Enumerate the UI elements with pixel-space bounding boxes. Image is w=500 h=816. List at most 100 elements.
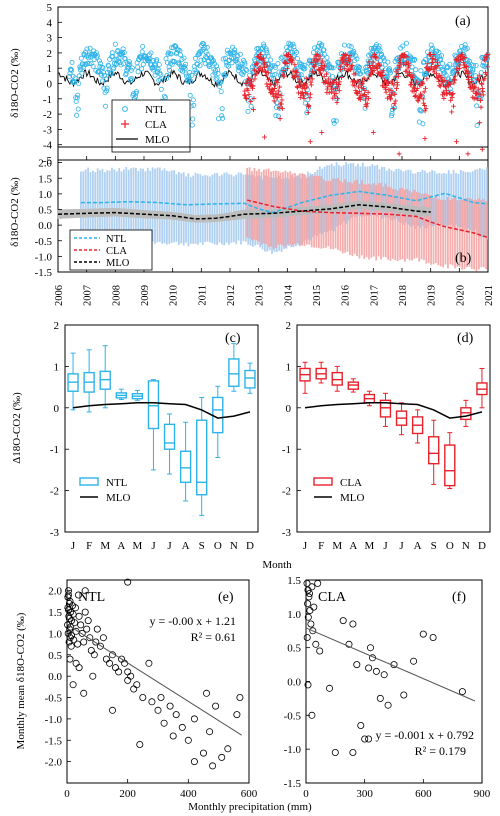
panel-c-ylabel: Δ18O-CO2 (‰) [11,392,23,464]
panel-d-label: (d) [457,331,474,346]
a-ntl-point [274,100,280,106]
a-ntl-point [74,112,80,118]
b-ytick-label: -0.5 [35,236,53,248]
a-cla-point [395,82,400,88]
a-cla-point [273,82,278,88]
a-ntl-point [163,76,169,82]
a-cla-point [268,90,273,96]
c-xtick-label: M [132,540,142,552]
e-point [199,749,207,757]
a-ntl-point [187,92,193,98]
legend-ntl-marker [122,106,128,112]
a-ntl-point [229,60,235,66]
b-ytick-label: 1.0 [38,189,52,201]
c-ytick-label: 0 [54,403,60,415]
a-cla-point [388,96,394,102]
d-xtick-label: F [318,540,324,552]
a-cla-point [299,85,305,91]
c-ytick-label: -3 [50,527,60,539]
a-ntl-point [381,55,387,61]
a-cla-point [255,68,261,74]
b-ytick-label: 2.0 [38,158,52,170]
e-point [69,610,77,618]
a-ntl-point [321,51,327,57]
a-cla-point [253,61,259,67]
e-point [83,625,91,633]
a-cla-point [474,90,480,96]
c-box [228,358,240,387]
a-cla-point [455,70,461,76]
e-ytick-label: 0.0 [48,671,62,683]
a-cla-point [272,86,278,91]
e-point [67,623,75,631]
a-ntl-point [190,116,196,122]
a-cla-point [304,84,310,90]
a-cla-outlier [370,130,376,135]
b-xtick-label: 2015 [312,285,323,306]
c-ytick-label: -2 [50,486,59,498]
f-point [410,657,418,665]
a-cla-point [449,109,455,115]
a-cla-point [321,74,327,79]
f-xtick-label: 900 [474,788,491,800]
legend-ntl-label: NTL [145,104,167,116]
a-cla-point [380,68,386,74]
a-ntl-point [337,71,343,77]
b-xtick-label: 2021 [484,285,495,306]
a-ntl-point [261,54,267,60]
a-cla-point [361,75,367,81]
a-ntl-point [333,118,339,124]
f-point [307,620,315,628]
a-ntl-point [422,57,428,63]
a-ntl-point [96,58,102,64]
a-ntl-point [192,55,198,61]
e-point [124,578,132,586]
f-xtick-label: 600 [415,788,432,800]
a-ntl-point [429,46,435,52]
panel-f-equation: y = -0.001 x + 0.792 [375,728,474,742]
a-cla-point [324,86,330,92]
a-ntl-point [241,59,247,65]
a-cla-point [363,103,369,109]
a-cla-point [444,91,450,97]
a-cla-point [405,65,411,71]
d-ytick-label: 2 [286,320,292,332]
a-cla-point [252,76,258,82]
a-cla-point [452,73,458,79]
e-point [81,608,89,616]
a-ytick-label: -3 [43,124,53,136]
d-ytick-label: -2 [282,486,291,498]
a-cla-point [429,56,435,61]
a-ntl-point [257,48,263,54]
d-box [331,371,343,386]
a-cla-point [468,75,474,80]
a-cla-point [436,79,442,84]
a-ntl-point [108,71,114,77]
a-cla-point [432,57,438,63]
panel-f: 1.5 1.0 0.5 0.0 -0.5 -1.0 -1.50 300 600 900 CLA (… [284,575,491,800]
legend-b-cla-label: CLA [106,246,127,257]
a-cla-point [452,77,458,83]
c-xtick-label: A [117,540,125,552]
d-xtick-label: N [462,540,470,552]
a-cla-point [364,100,370,106]
b-xtick-label: 2009 [140,285,151,306]
a-cla-point [474,96,480,102]
e-point [93,625,101,633]
a-cla-point [420,81,426,87]
d-box [444,444,456,487]
f-point [312,640,320,648]
a-ntl-point [133,89,139,95]
d-xtick-label: O [446,540,454,552]
a-ntl-point [188,78,194,84]
a-ntl-point [78,65,84,71]
a-cla-outlier [465,151,471,157]
a-cla-point [414,86,420,91]
e-point [133,681,141,689]
a-cla-point [365,76,371,82]
e-point [67,642,75,650]
a-cla-point [459,52,465,57]
a-cla-point [484,55,489,60]
a-ntl-point [243,68,249,74]
a-cla-point [278,93,284,99]
